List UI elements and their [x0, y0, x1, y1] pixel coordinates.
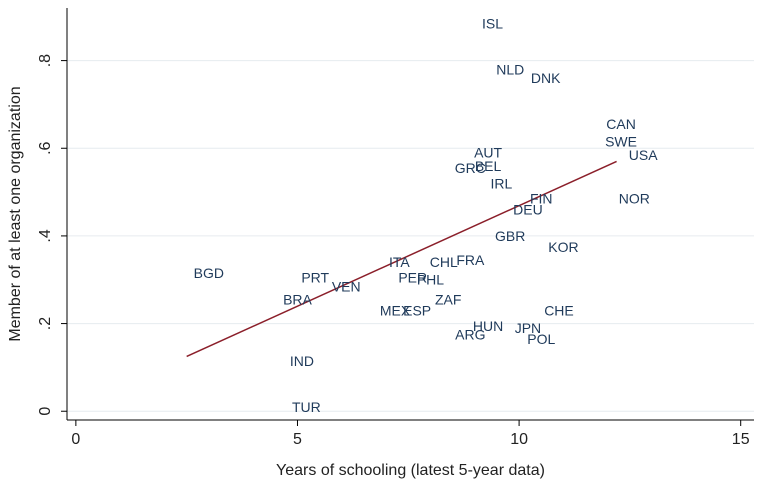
point-label-usa: USA [629, 147, 658, 163]
x-tick-label: 0 [71, 431, 80, 448]
point-label-arg: ARG [455, 327, 485, 343]
y-axis-title: Member of at least one organization [7, 86, 24, 341]
point-label-zaf: ZAF [435, 291, 461, 307]
point-label-isl: ISL [482, 15, 503, 31]
point-label-dnk: DNK [531, 70, 561, 86]
fit-line-layer [186, 160, 617, 358]
gridlines [67, 60, 754, 412]
y-tick-label: .2 [37, 317, 54, 330]
y-tick-label: .4 [37, 229, 54, 242]
point-label-nor: NOR [619, 191, 650, 207]
point-label-fin: FIN [530, 191, 553, 207]
x-tick-label: 5 [293, 431, 302, 448]
point-label-chl: CHL [430, 254, 458, 270]
point-label-fra: FRA [456, 252, 485, 268]
y-tick-label: .8 [37, 54, 54, 67]
point-label-jpn: JPN [515, 320, 541, 336]
y-tick-label: .6 [37, 141, 54, 154]
point-label-hun: HUN [473, 318, 503, 334]
point-label-can: CAN [606, 116, 636, 132]
x-tick-label: 15 [732, 431, 750, 448]
point-label-per: PER [398, 270, 427, 286]
point-label-gbr: GBR [495, 228, 525, 244]
point-label-ven: VEN [332, 278, 361, 294]
x-tick-label: 10 [510, 431, 528, 448]
point-label-kor: KOR [548, 239, 578, 255]
point-label-bra: BRA [283, 291, 312, 307]
point-label-tur: TUR [292, 399, 321, 415]
point-label-prt: PRT [301, 270, 329, 286]
point-label-aut: AUT [474, 145, 502, 161]
point-label-mex: MEX [380, 302, 411, 318]
point-label-ita: ITA [389, 254, 410, 270]
point-label-ind: IND [290, 353, 314, 369]
point-label-bel: BEL [475, 158, 502, 174]
point-label-pol: POL [527, 331, 555, 347]
axes: 0 .2 .4 .6 .8 0 5 10 15 [37, 8, 754, 448]
point-label-deu: DEU [513, 202, 543, 218]
point-label-esp: ESP [403, 302, 431, 318]
point-label-nld: NLD [496, 61, 524, 77]
point-label-grc: GRC [455, 160, 486, 176]
point-label-swe: SWE [605, 134, 637, 150]
point-label-irl: IRL [490, 175, 512, 191]
point-label-phl: PHL [417, 272, 444, 288]
point-label-che: CHE [544, 302, 574, 318]
point-label-bgd: BGD [194, 265, 224, 281]
fitted-line [186, 160, 617, 358]
x-axis-title: Years of schooling (latest 5-year data) [276, 462, 545, 479]
y-tick-label: 0 [37, 407, 54, 416]
